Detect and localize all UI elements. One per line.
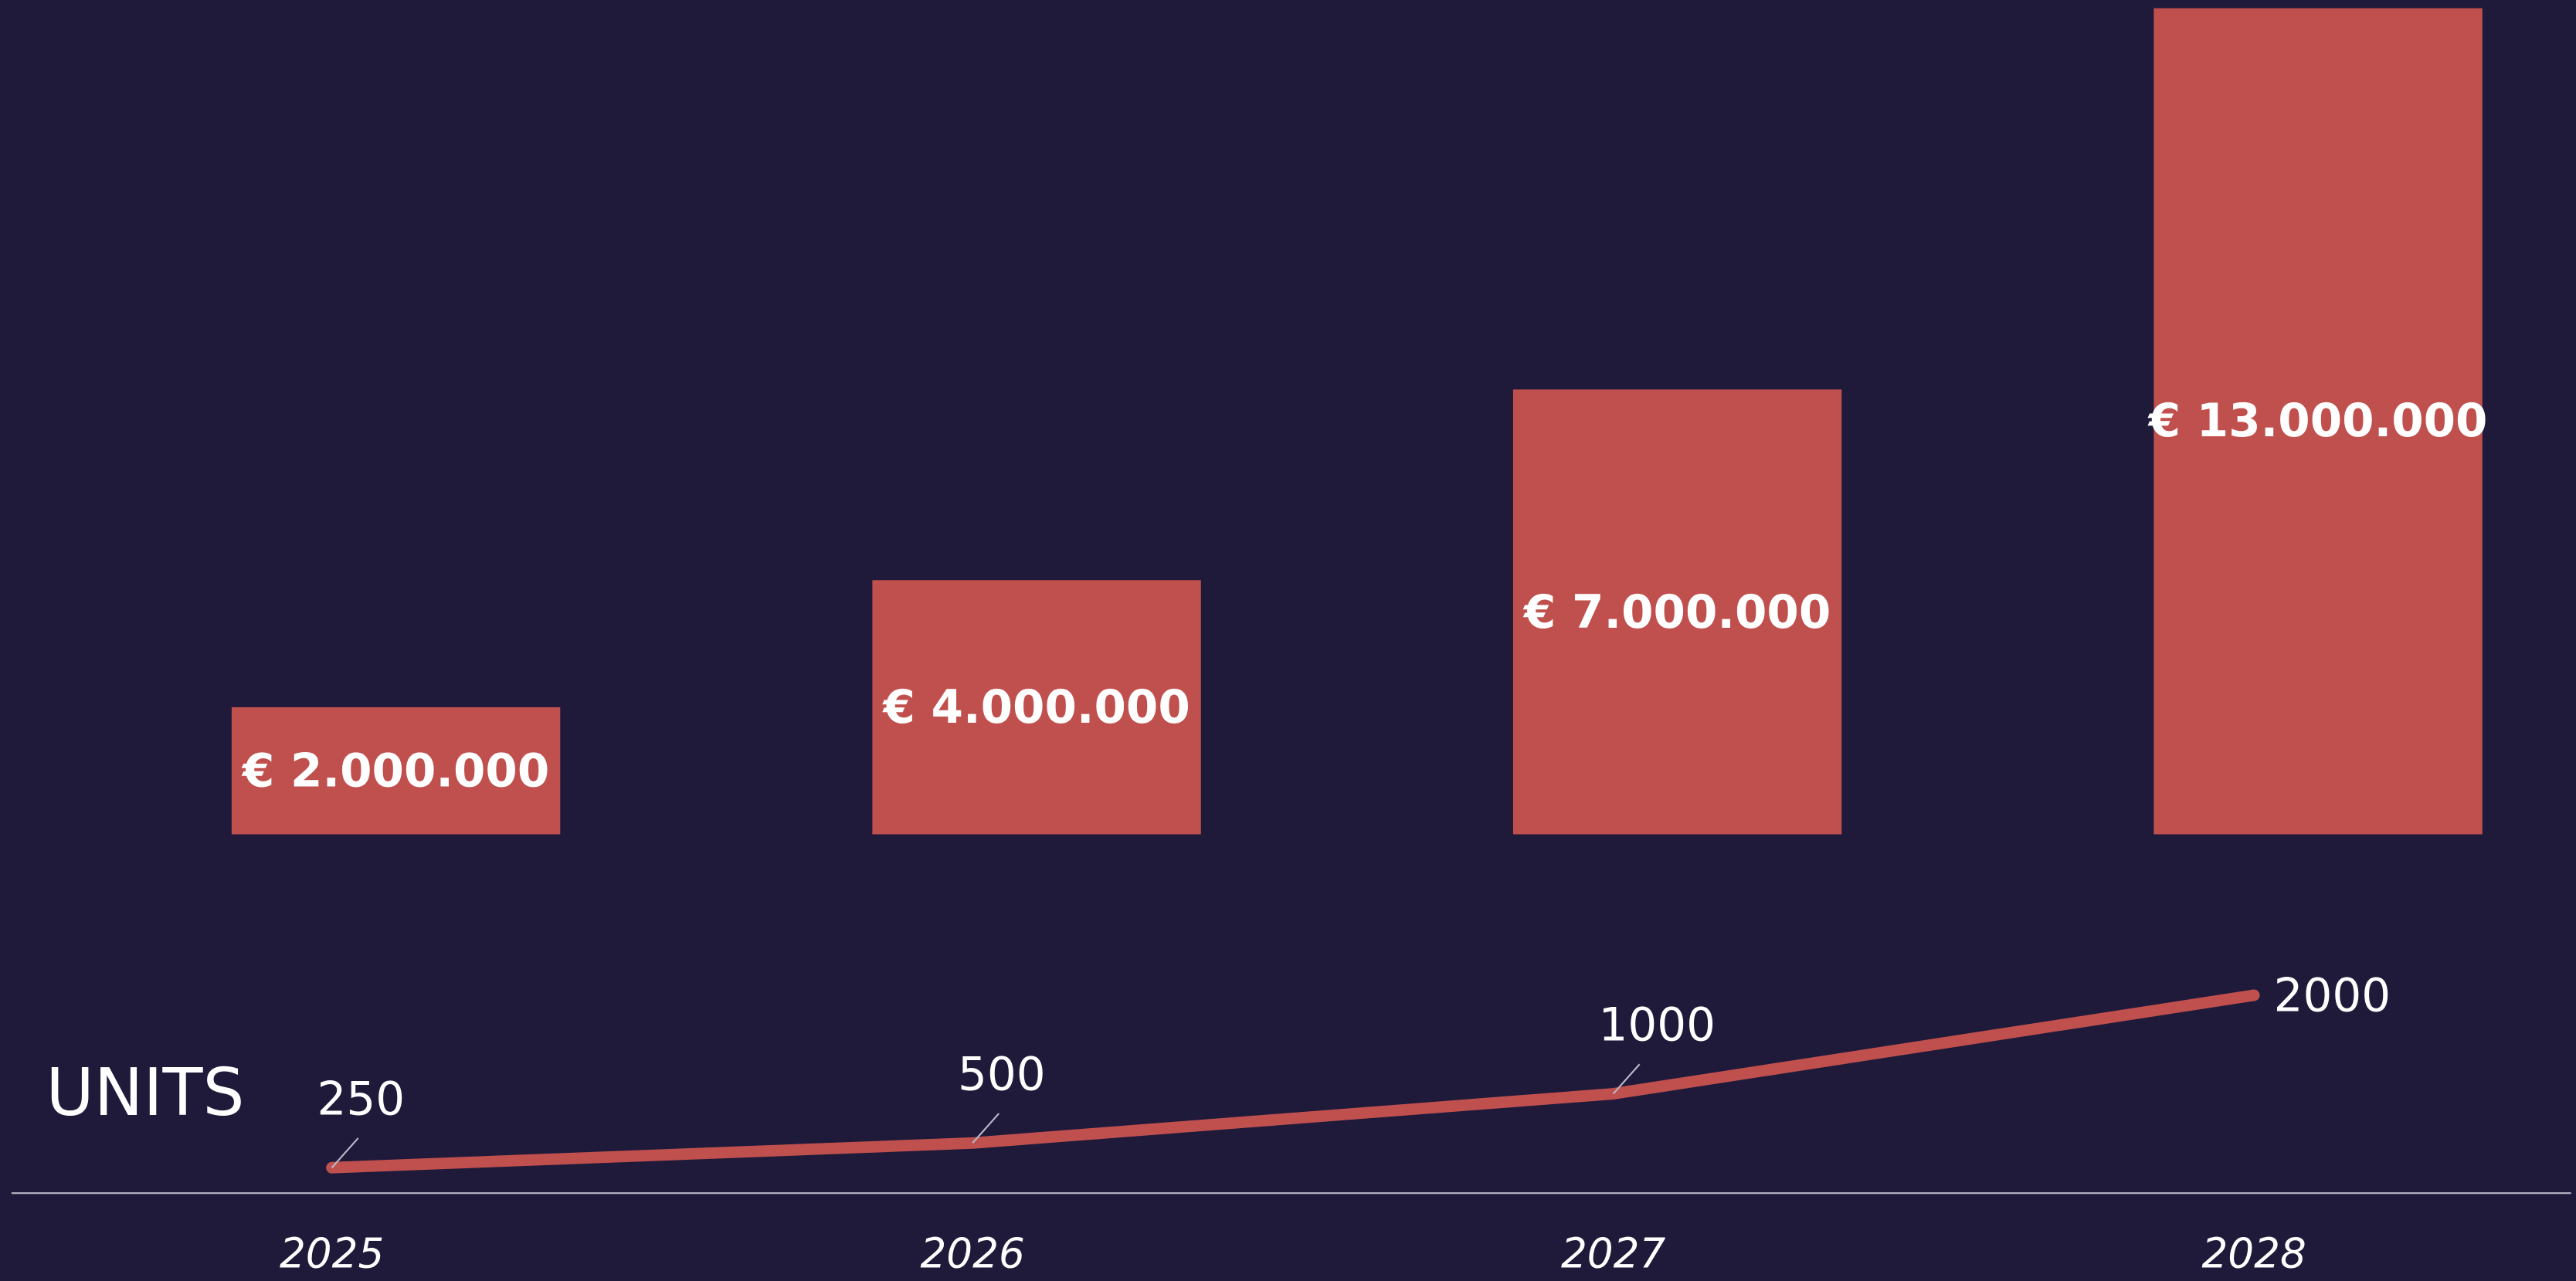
point-label: 2000 [2274,969,2391,1022]
point-label: 1000 [1598,999,1716,1052]
leader-line [1612,1063,1641,1095]
bar-value-label: € 7.000.000 [1522,586,1831,639]
bar-value-label: € 4.000.000 [881,681,1190,734]
bar-value-label: € 13.000.000 [2147,395,2488,448]
bar-value-label: € 2.000.000 [241,745,549,798]
point-label: 500 [958,1048,1046,1101]
bar [2153,8,2483,835]
x-tick-label: 2025 [280,1230,384,1278]
bar [872,580,1201,835]
point-label: 250 [317,1073,405,1126]
bar [1512,389,1842,835]
units-label: UNITS [46,1055,245,1131]
x-tick-label: 2027 [1561,1230,1665,1278]
leader-line [972,1113,1000,1144]
x-tick-label: 2028 [2201,1230,2306,1278]
bar [231,707,561,835]
units-line [326,989,2260,1174]
x-tick-label: 2026 [920,1230,1024,1278]
leader-line [331,1137,359,1168]
